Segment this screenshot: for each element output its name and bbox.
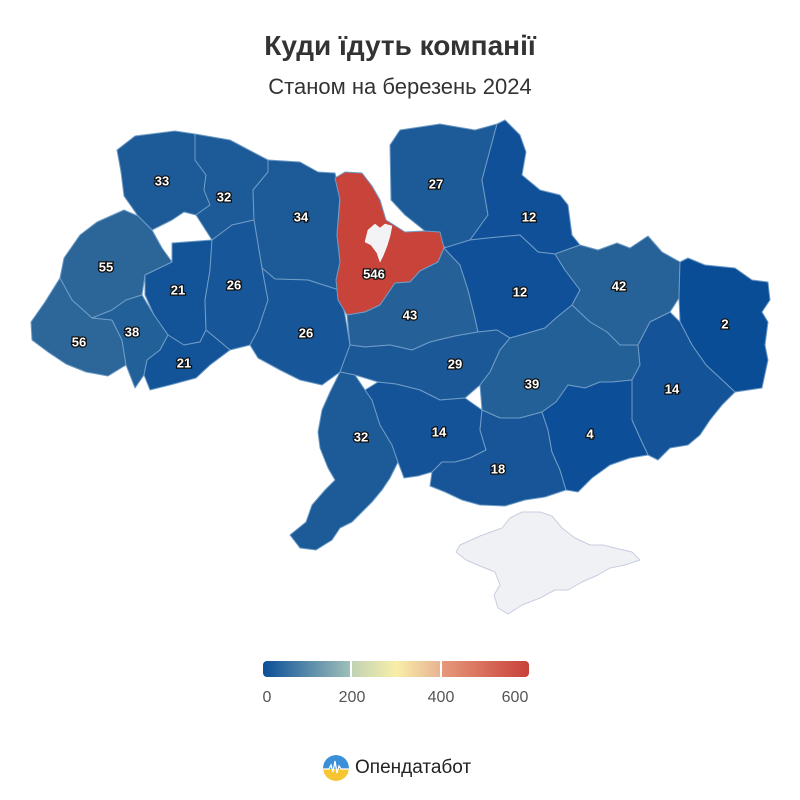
region-value-label: 29 (448, 356, 462, 371)
region-kyiv-city[interactable] (364, 223, 393, 263)
legend-tick-0: 0 (262, 689, 272, 706)
region-value-label: 26 (227, 277, 241, 292)
region-value-label: 38 (125, 324, 139, 339)
chart-subtitle: Станом на березень 2024 (268, 74, 532, 99)
color-scale-legend (263, 661, 529, 677)
region-labels: 33 32 34 546 27 12 55 21 26 26 43 12 42 2 56 38 21 29 39 14… (70, 172, 729, 478)
region-vinnytsia[interactable] (249, 267, 351, 386)
opendatabot-logo-icon (323, 755, 349, 781)
region-value-label: 43 (403, 307, 417, 322)
legend-ticks: 0 200 400 600 (0, 689, 800, 709)
region-value-label: 56 (72, 334, 86, 349)
region-value-label: 34 (294, 209, 309, 224)
region-zhytomyr[interactable] (252, 159, 342, 291)
region-value-label: 546 (363, 266, 385, 281)
region-zaporizhzhia[interactable] (541, 379, 649, 493)
region-value-label: 21 (171, 282, 185, 297)
region-value-label: 55 (99, 259, 113, 274)
region-value-label: 21 (177, 355, 191, 370)
legend-segment-0-200 (263, 661, 351, 677)
legend-segment-400-600 (439, 661, 529, 677)
region-chernivtsi[interactable] (143, 329, 231, 391)
region-value-label: 32 (217, 189, 231, 204)
legend-segment-200-400 (350, 661, 440, 677)
brand-footer: Опендатабот (323, 755, 471, 781)
legend-tick-600: 600 (501, 689, 529, 706)
legend-tick-400: 400 (427, 689, 455, 706)
region-value-label: 27 (429, 176, 443, 191)
region-value-label: 39 (525, 376, 539, 391)
region-value-label: 32 (354, 429, 368, 444)
brand-name: Опендатабот (355, 757, 472, 778)
region-crimea[interactable] (455, 511, 641, 615)
region-value-label: 14 (432, 424, 447, 439)
region-value-label: 26 (299, 325, 313, 340)
region-value-label: 18 (491, 461, 505, 476)
region-value-label: 2 (721, 316, 728, 331)
region-value-label: 4 (586, 426, 594, 441)
chart-title: Куди їдуть компанії (264, 30, 536, 61)
region-value-label: 42 (612, 278, 626, 293)
region-value-label: 14 (665, 381, 680, 396)
region-value-label: 33 (155, 173, 169, 188)
legend-tick-200: 200 (338, 689, 366, 706)
region-value-label: 12 (522, 209, 536, 224)
region-value-label: 12 (513, 284, 527, 299)
